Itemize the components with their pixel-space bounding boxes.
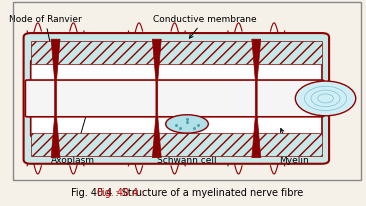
Text: Myelin: Myelin	[279, 129, 309, 164]
Polygon shape	[256, 42, 322, 64]
FancyBboxPatch shape	[25, 81, 324, 117]
Text: Node of Ranvier: Node of Ranvier	[8, 15, 81, 65]
Text: Fig. 40.4 :: Fig. 40.4 :	[97, 187, 147, 197]
Polygon shape	[56, 42, 157, 64]
Text: Fig. 40.4 : Structure of a myelinated nerve fibre: Fig. 40.4 : Structure of a myelinated ne…	[71, 187, 303, 197]
Polygon shape	[31, 133, 56, 156]
Text: Schwann cell: Schwann cell	[157, 125, 217, 164]
Polygon shape	[252, 40, 261, 158]
Polygon shape	[157, 42, 256, 64]
Circle shape	[295, 82, 356, 116]
Polygon shape	[51, 40, 60, 158]
Ellipse shape	[166, 115, 208, 133]
FancyBboxPatch shape	[24, 34, 329, 164]
Polygon shape	[256, 133, 322, 156]
FancyBboxPatch shape	[31, 60, 322, 138]
Text: Conductive membrane: Conductive membrane	[153, 15, 257, 39]
Polygon shape	[152, 40, 161, 158]
Polygon shape	[31, 42, 56, 64]
Polygon shape	[157, 133, 256, 156]
Text: Axoplasm: Axoplasm	[51, 103, 95, 164]
Polygon shape	[56, 133, 157, 156]
